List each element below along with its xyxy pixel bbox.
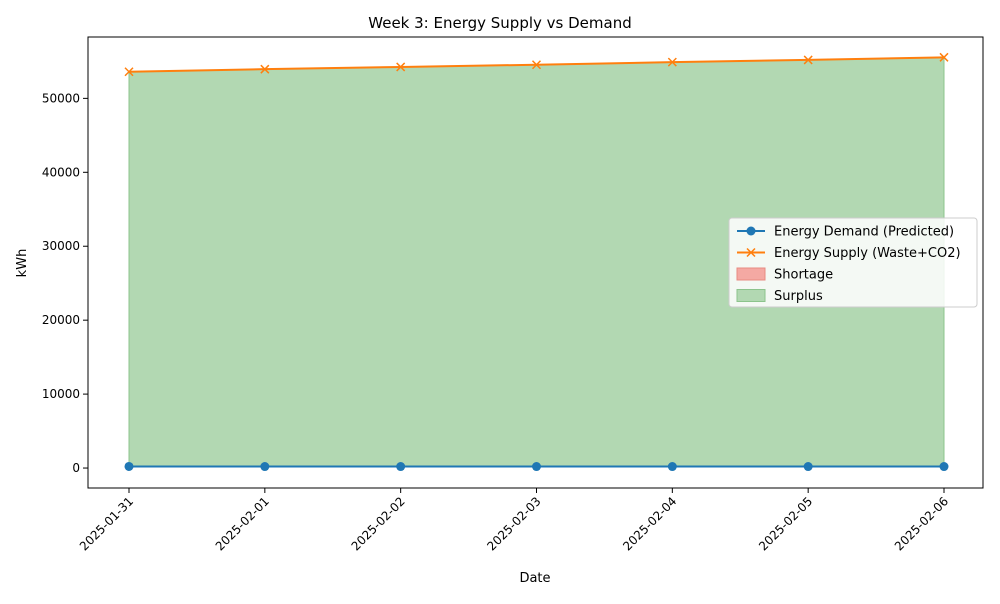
demand-point xyxy=(125,462,134,471)
demand-point xyxy=(532,462,541,471)
legend: Energy Demand (Predicted) Energy Supply (… xyxy=(729,218,977,307)
x-axis-label: Date xyxy=(519,571,550,586)
y-tick-label: 10000 xyxy=(42,387,80,401)
legend-label: Energy Demand (Predicted) xyxy=(774,225,954,240)
demand-point xyxy=(260,462,269,471)
demand-point xyxy=(804,462,813,471)
legend-marker xyxy=(747,227,756,236)
demand-point xyxy=(940,462,949,471)
y-tick-label: 0 xyxy=(72,461,80,475)
y-tick-label: 50000 xyxy=(42,91,80,105)
legend-swatch xyxy=(737,290,765,302)
legend-label: Surplus xyxy=(774,289,823,304)
legend-label: Shortage xyxy=(774,268,833,283)
y-tick-label: 20000 xyxy=(42,313,80,327)
y-axis-label: kWh xyxy=(15,249,30,278)
demand-point xyxy=(668,462,677,471)
y-tick-label: 40000 xyxy=(42,165,80,179)
chart-title: Week 3: Energy Supply vs Demand xyxy=(368,14,631,32)
demand-point xyxy=(396,462,405,471)
legend-swatch xyxy=(737,268,765,280)
legend-label: Energy Supply (Waste+CO2) xyxy=(774,246,961,261)
y-tick-label: 30000 xyxy=(42,239,80,253)
